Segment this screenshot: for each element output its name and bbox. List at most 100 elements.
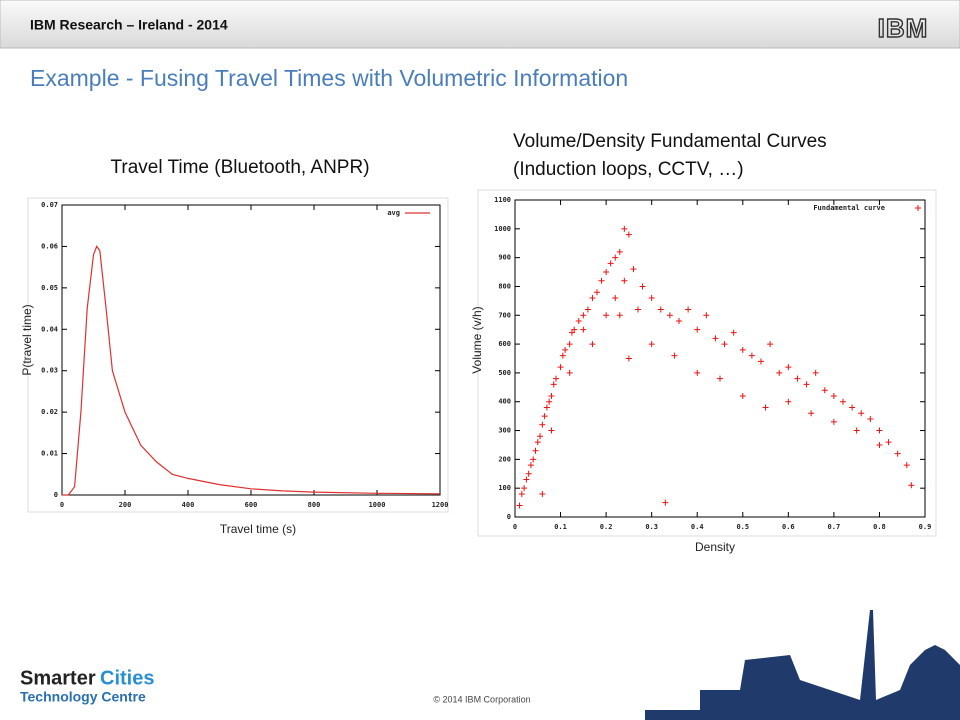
data-line xyxy=(62,245,441,496)
data-point xyxy=(589,341,596,348)
data-point xyxy=(853,427,860,434)
data-point xyxy=(908,482,915,489)
data-point xyxy=(840,398,846,405)
data-point xyxy=(603,312,610,319)
logo-smarter: Smarter xyxy=(20,667,96,689)
data-point xyxy=(534,439,541,446)
x-tick-label: 0.3 xyxy=(645,523,658,531)
legend-swatch xyxy=(915,205,921,211)
copyright: © 2014 IBM Corporation xyxy=(433,694,530,704)
data-point xyxy=(612,254,619,261)
x-tick-label: 400 xyxy=(182,501,195,509)
data-point xyxy=(639,283,646,290)
ibm-logo: IBM xyxy=(878,13,929,43)
data-point xyxy=(530,456,537,463)
data-point xyxy=(803,381,810,388)
data-point xyxy=(571,326,578,333)
y-tick-label: 400 xyxy=(498,398,511,406)
data-point xyxy=(612,294,619,301)
data-point xyxy=(521,485,528,492)
x-tick-label: 0.2 xyxy=(600,523,613,531)
y-tick-label: 0.05 xyxy=(41,284,58,292)
data-point xyxy=(539,421,546,428)
data-point xyxy=(580,312,587,319)
y-tick-label: 100 xyxy=(498,484,511,492)
y-tick-label: 0.04 xyxy=(41,325,58,333)
data-point xyxy=(532,447,539,454)
y-tick-label: 700 xyxy=(498,311,511,319)
x-tick-label: 0 xyxy=(513,523,517,531)
chart-title: (Induction loops, CCTV, …) xyxy=(513,159,744,180)
x-tick-label: 0.1 xyxy=(554,523,567,531)
x-tick-label: 0.5 xyxy=(736,523,749,531)
data-point xyxy=(648,294,655,301)
data-point xyxy=(894,450,901,457)
data-point xyxy=(657,306,664,313)
chart-title: Volume/Density Fundamental Curves xyxy=(513,131,827,152)
x-tick-label: 0.6 xyxy=(782,523,795,531)
chart-frame xyxy=(477,189,937,537)
data-point xyxy=(621,225,628,232)
x-tick-label: 1200 xyxy=(432,501,449,509)
logo-cities: Cities xyxy=(100,667,154,689)
x-axis-label: Travel time (s) xyxy=(220,522,296,536)
data-point xyxy=(548,427,555,434)
data-point xyxy=(666,312,673,319)
x-tick-label: 200 xyxy=(119,501,132,509)
data-point xyxy=(903,462,910,469)
x-tick-label: 0.7 xyxy=(828,523,841,531)
y-tick-label: 1100 xyxy=(494,196,511,204)
header-title: IBM Research – Ireland - 2014 xyxy=(30,17,228,33)
data-point xyxy=(616,248,623,255)
data-point xyxy=(648,341,655,348)
data-point xyxy=(717,375,723,382)
data-point xyxy=(785,398,792,405)
data-point xyxy=(685,306,692,313)
data-point xyxy=(516,502,523,509)
data-point xyxy=(621,277,628,284)
data-point xyxy=(525,470,532,477)
y-tick-label: 1000 xyxy=(494,225,511,233)
data-point xyxy=(662,499,669,506)
y-tick-label: 300 xyxy=(498,427,511,435)
skyline xyxy=(645,610,960,720)
data-point xyxy=(694,326,701,333)
data-point xyxy=(721,341,728,348)
x-tick-label: 1000 xyxy=(369,501,386,509)
data-point xyxy=(548,392,555,399)
x-axis-label: Density xyxy=(695,540,735,554)
header-border xyxy=(0,0,960,49)
data-point xyxy=(580,326,587,333)
data-point xyxy=(539,490,546,497)
x-tick-label: 0.8 xyxy=(873,523,886,531)
y-tick-label: 0 xyxy=(507,513,511,521)
data-point xyxy=(830,392,837,399)
y-tick-label: 0 xyxy=(54,491,58,499)
data-point xyxy=(830,418,837,425)
data-point xyxy=(712,335,719,342)
chart-title: Travel Time (Bluetooth, ANPR) xyxy=(110,157,369,178)
data-point xyxy=(625,355,632,362)
y-tick-label: 0.03 xyxy=(41,367,58,375)
y-tick-label: 0.01 xyxy=(41,450,58,458)
y-tick-label: 0.07 xyxy=(41,201,58,209)
data-point xyxy=(584,306,591,313)
y-axis-label: P(travel time) xyxy=(20,304,34,375)
y-tick-label: 0.02 xyxy=(41,408,58,416)
logo-centre: Technology Centre xyxy=(20,689,146,705)
data-point xyxy=(739,392,746,399)
x-tick-label: 600 xyxy=(245,501,258,509)
data-point xyxy=(885,439,892,446)
y-axis-label: Volume (v/h) xyxy=(470,306,484,373)
data-point xyxy=(616,312,623,319)
data-point xyxy=(776,369,783,376)
data-point xyxy=(767,341,774,348)
data-point xyxy=(625,231,632,238)
x-tick-label: 0.4 xyxy=(691,523,704,531)
data-point xyxy=(566,341,573,348)
y-tick-label: 200 xyxy=(498,455,511,463)
data-point xyxy=(876,427,883,434)
data-point xyxy=(630,266,637,273)
data-point xyxy=(808,410,815,417)
data-point xyxy=(858,410,865,417)
